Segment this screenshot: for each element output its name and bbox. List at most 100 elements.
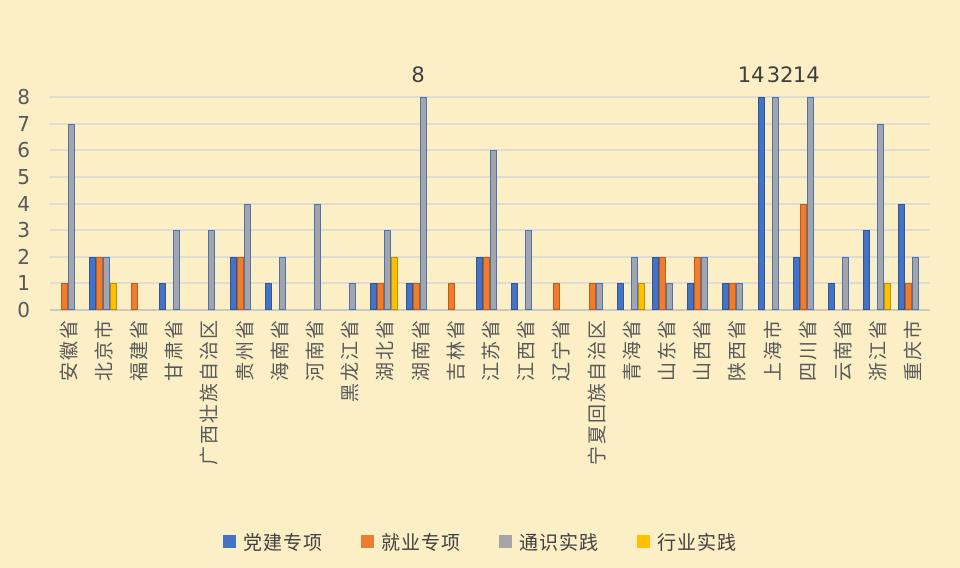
- gridline-y-7: [50, 122, 930, 125]
- bar-青海省-行业实践: [637, 283, 645, 310]
- bar-group-甘肃省: [156, 97, 191, 310]
- x-label-湖北省: 湖北省: [374, 318, 397, 382]
- x-label-浙江省: 浙江省: [867, 318, 890, 382]
- bar-青海省-通识实践: [630, 256, 638, 310]
- bar-湖南省-就业专项: [412, 283, 420, 310]
- bar-上海市-通识实践: [771, 97, 779, 310]
- x-label-江西省: 江西省: [515, 318, 538, 382]
- legend-label: 行业实践: [657, 531, 738, 554]
- bar-湖北省-就业专项: [377, 283, 385, 310]
- x-axis: 安徽省 北京市 福建省 甘肃省 广西壮族自治区 贵州省 海南省 河南省 黑龙江省 湖北省 湖南省 吉林…: [50, 318, 930, 518]
- x-label-cell-江西省: 江西省: [508, 318, 543, 518]
- bar-group-湖北省: [367, 97, 402, 310]
- legend-swatch-icon: [499, 534, 512, 548]
- bar-浙江省-通识实践: [877, 123, 885, 310]
- bar-group-云南省: [824, 97, 859, 310]
- x-label-湖南省: 湖南省: [410, 318, 433, 382]
- bar-浙江省-党建专项: [863, 230, 871, 310]
- bar-陕西省-党建专项: [722, 283, 730, 310]
- bar-陕西省-通识实践: [736, 283, 744, 310]
- x-label-cell-甘肃省: 甘肃省: [156, 318, 191, 518]
- x-label-cell-浙江省: 浙江省: [860, 318, 895, 518]
- y-tick-label-7: 7: [17, 111, 30, 136]
- x-label-黑龙江省: 黑龙江省: [339, 318, 362, 403]
- x-label-青海省: 青海省: [621, 318, 644, 382]
- legend-item-行业实践: 行业实践: [637, 528, 737, 555]
- bar-江苏省-党建专项: [475, 256, 483, 310]
- bar-吉林省-就业专项: [447, 283, 455, 310]
- bar-重庆市-就业专项: [905, 283, 913, 310]
- bar-group-江苏省: [472, 97, 507, 310]
- bar-group-浙江省: [860, 97, 895, 310]
- bar-group-山西省: [684, 97, 719, 310]
- y-tick-label-0: 0: [17, 298, 30, 322]
- bar-group-四川省: [789, 97, 824, 310]
- bar-云南省-党建专项: [827, 283, 835, 310]
- x-label-cell-青海省: 青海省: [613, 318, 648, 518]
- x-label-cell-陕西省: 陕西省: [719, 318, 754, 518]
- data-label-上海市-通识实践: 32: [766, 63, 794, 87]
- y-tick-label-2: 2: [17, 244, 30, 269]
- legend-swatch-icon: [637, 534, 651, 548]
- bar-group-广西壮族自治区: [191, 97, 226, 310]
- legend-item-就业专项: 就业专项: [360, 528, 461, 555]
- x-label-cell-湖北省: 湖北省: [367, 318, 402, 518]
- bar-重庆市-通识实践: [912, 256, 920, 310]
- bar-group-北京市: [85, 97, 120, 310]
- data-label-上海市-党建专项: 14: [737, 63, 765, 87]
- bar-北京市-通识实践: [102, 256, 110, 310]
- bar-重庆市-党建专项: [898, 203, 906, 310]
- bar-青海省-党建专项: [616, 283, 624, 310]
- x-label-北京市: 北京市: [93, 318, 116, 382]
- bar-group-安徽省: [50, 97, 85, 310]
- x-label-cell-江苏省: 江苏省: [472, 318, 507, 518]
- x-label-甘肃省: 甘肃省: [163, 318, 186, 382]
- bar-group-河南省: [296, 97, 331, 310]
- bar-湖北省-行业实践: [391, 256, 399, 310]
- gridline-y-8: [50, 96, 930, 98]
- bar-宁夏回族自治区-就业专项: [588, 283, 596, 310]
- legend-label: 党建专项: [242, 531, 323, 554]
- x-label-cell-河南省: 河南省: [296, 318, 331, 518]
- bar-group-山东省: [648, 97, 683, 310]
- bar-group-陕西省: [719, 97, 754, 310]
- x-label-江苏省: 江苏省: [480, 318, 503, 382]
- x-label-cell-北京市: 北京市: [85, 318, 120, 518]
- x-label-cell-山东省: 山东省: [648, 318, 683, 518]
- data-label-湖南省-通识实践: 8: [411, 63, 425, 87]
- x-label-河南省: 河南省: [304, 318, 327, 382]
- bar-江西省-通识实践: [525, 230, 533, 310]
- x-label-四川省: 四川省: [797, 318, 820, 382]
- x-label-辽宁省: 辽宁省: [550, 318, 573, 382]
- bar-山西省-就业专项: [694, 256, 702, 310]
- legend: 党建专项 就业专项 通识实践 行业实践: [0, 524, 960, 558]
- bar-group-宁夏回族自治区: [578, 97, 613, 310]
- x-label-cell-安徽省: 安徽省: [50, 318, 85, 518]
- bar-江苏省-通识实践: [489, 150, 497, 310]
- bar-海南省-通识实践: [278, 256, 286, 310]
- data-label-四川省-通识实践: 14: [792, 63, 820, 87]
- bar-湖南省-党建专项: [405, 283, 413, 310]
- bar-group-辽宁省: [543, 97, 578, 310]
- x-label-cell-山西省: 山西省: [684, 318, 719, 518]
- x-label-cell-重庆市: 重庆市: [895, 318, 930, 518]
- x-label-福建省: 福建省: [128, 318, 151, 382]
- bar-group-江西省: [508, 97, 543, 310]
- bar-河南省-通识实践: [313, 203, 321, 310]
- y-tick-label-6: 6: [17, 138, 30, 163]
- bar-北京市-党建专项: [88, 256, 96, 310]
- bar-group-青海省: [613, 97, 648, 310]
- bar-山东省-就业专项: [658, 256, 666, 310]
- bar-贵州省-通识实践: [243, 203, 251, 310]
- bar-贵州省-党建专项: [229, 256, 237, 310]
- x-label-cell-宁夏回族自治区: 宁夏回族自治区: [578, 318, 613, 518]
- bar-福建省-就业专项: [130, 283, 138, 310]
- bar-甘肃省-党建专项: [159, 283, 167, 310]
- bar-group-黑龙江省: [332, 97, 367, 310]
- bar-group-海南省: [261, 97, 296, 310]
- y-tick-label-1: 1: [17, 271, 30, 296]
- legend-item-党建专项: 党建专项: [222, 528, 323, 555]
- legend-label: 通识实践: [519, 531, 600, 554]
- x-label-吉林省: 吉林省: [445, 318, 468, 382]
